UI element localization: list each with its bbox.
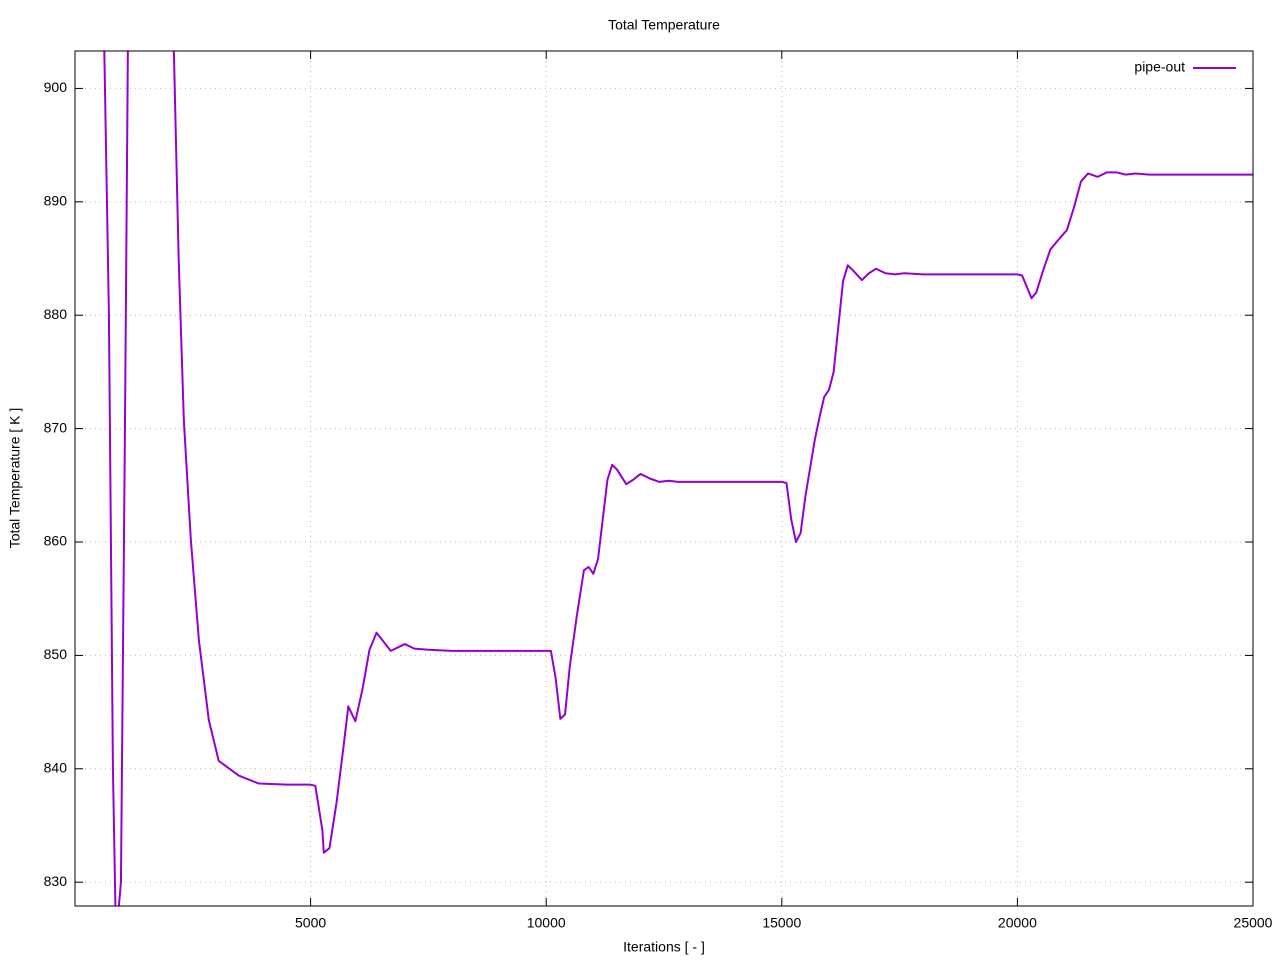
series-line bbox=[103, 51, 1253, 906]
y-tick-label: 850 bbox=[44, 646, 68, 662]
legend: pipe-out bbox=[1134, 59, 1236, 75]
y-axis-label: Total Temperature [ K ] bbox=[7, 408, 23, 549]
y-tick-label: 900 bbox=[44, 79, 68, 95]
plot-frame bbox=[74, 50, 1254, 907]
x-tick-label: 5000 bbox=[295, 915, 326, 931]
x-tick-label: 25000 bbox=[1234, 915, 1273, 931]
x-tick-label: 15000 bbox=[762, 915, 801, 931]
y-tick-label: 870 bbox=[44, 419, 68, 435]
x-axis-label: Iterations [ - ] bbox=[623, 939, 705, 955]
chart-title: Total Temperature bbox=[608, 17, 720, 33]
y-tick-label: 830 bbox=[44, 873, 68, 889]
grid bbox=[75, 51, 1254, 906]
x-tick-label: 10000 bbox=[527, 915, 566, 931]
y-tick-label: 890 bbox=[44, 193, 68, 209]
y-tick-label: 880 bbox=[44, 306, 68, 322]
legend-label: pipe-out bbox=[1134, 59, 1185, 75]
ticks: 830 840 850 860 870 880 890 900 5000 10000 15000 20… bbox=[44, 51, 1273, 931]
x-tick-label: 20000 bbox=[998, 915, 1037, 931]
y-tick-label: 840 bbox=[44, 759, 68, 775]
plot-lines bbox=[103, 51, 1253, 906]
y-tick-label: 860 bbox=[44, 533, 68, 549]
